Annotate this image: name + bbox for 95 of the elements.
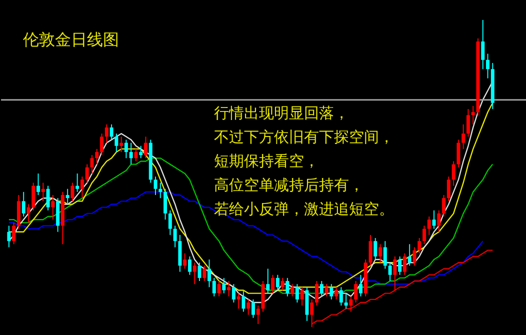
- candlestick: [251, 298, 255, 318]
- candlestick: [120, 136, 124, 153]
- candlestick: [85, 164, 89, 184]
- candlestick: [32, 182, 36, 211]
- candlestick: [66, 188, 70, 205]
- candlestick: [402, 252, 406, 276]
- candlestick: [374, 238, 378, 260]
- candlestick: [217, 280, 221, 297]
- candlestick: [466, 108, 470, 138]
- candlestick: [334, 286, 338, 300]
- candlestick: [212, 277, 216, 297]
- candlestick: [393, 256, 397, 291]
- candlestick: [256, 305, 260, 325]
- candlestick: [192, 262, 196, 285]
- candlestick: [90, 154, 94, 174]
- candlestick: [12, 222, 16, 245]
- annotation: 不过下方依旧有下探空间，: [214, 128, 394, 146]
- candlestick: [432, 210, 436, 230]
- candlestick: [344, 292, 348, 310]
- candlestick: [398, 256, 402, 276]
- candlestick: [481, 19, 485, 70]
- candlestick: [388, 262, 392, 282]
- candlestick: [418, 238, 422, 254]
- candlestick: [208, 259, 212, 288]
- candlestick: [41, 182, 45, 202]
- candlestick: [236, 292, 240, 310]
- candlestick: [320, 280, 324, 297]
- candlestick: [46, 185, 50, 211]
- candlestick: [134, 148, 138, 162]
- annotation: 行情出现明显回落，: [214, 104, 349, 122]
- candlestick: [139, 145, 143, 159]
- candlestick: [295, 284, 299, 304]
- candlestick: [358, 274, 362, 297]
- candlestick: [22, 191, 26, 218]
- candlestick: [232, 284, 236, 304]
- candlestick: [427, 216, 431, 236]
- candlestick: [168, 210, 172, 236]
- candlestick: [486, 53, 490, 79]
- candlestick: [437, 210, 441, 232]
- candlestick: [452, 160, 456, 186]
- candlestick: [129, 142, 133, 165]
- candlestick: [300, 286, 304, 306]
- candlestick: [188, 256, 192, 276]
- candlestick: [36, 173, 40, 196]
- candlestick: [242, 290, 246, 312]
- candlestick: [266, 268, 270, 294]
- candlestick: [26, 204, 30, 224]
- candlestick: [271, 274, 275, 294]
- text: 伦敦金日线图: [23, 30, 119, 49]
- candlestick: [354, 280, 358, 304]
- candlestick: [76, 173, 80, 192]
- candlestick: [422, 225, 426, 245]
- candlestick: [222, 277, 226, 294]
- candlestick: [164, 188, 168, 220]
- candlestick: [110, 124, 114, 140]
- candlestick: [280, 277, 284, 291]
- candlestick: [154, 176, 158, 196]
- candlestick: [286, 277, 290, 297]
- candlestick: [408, 244, 412, 266]
- candlestick: [383, 240, 387, 270]
- candlestick: [173, 225, 177, 248]
- candlestick: [276, 274, 280, 291]
- candlestick: [339, 286, 343, 306]
- candlestick: [290, 284, 294, 297]
- candlestick: [202, 265, 206, 282]
- candlestick: [314, 280, 318, 306]
- candlestick: [330, 284, 334, 300]
- candlestick: [462, 124, 466, 150]
- candlestick: [198, 262, 202, 282]
- candlestick: [471, 105, 475, 125]
- candlestick: [310, 298, 314, 328]
- candlestick: [368, 234, 372, 266]
- candlestick: [246, 298, 250, 316]
- candlestick: [51, 194, 55, 220]
- candlestick: [442, 194, 446, 218]
- candlestick: [114, 133, 118, 153]
- candlestick: [158, 182, 162, 199]
- candlestick: [412, 246, 416, 266]
- candlestick: [80, 176, 84, 199]
- candlestick: [95, 148, 99, 165]
- annotation: 高位空单减持后持有，: [214, 176, 364, 194]
- candlestick: [378, 244, 382, 264]
- candlestick: [349, 296, 353, 312]
- candlestick: [324, 284, 328, 297]
- annotation: 短期保持看空，: [214, 152, 319, 170]
- candlestick: [100, 133, 104, 156]
- candlestick: [7, 225, 11, 248]
- candlestick: [456, 139, 460, 168]
- candlestick: [446, 176, 450, 202]
- candlestick: [183, 252, 187, 270]
- candlestick: [227, 280, 231, 297]
- candlestick: [70, 182, 74, 202]
- candlestick: [104, 124, 108, 144]
- candlestick: [144, 136, 148, 159]
- candlestick: [124, 139, 128, 159]
